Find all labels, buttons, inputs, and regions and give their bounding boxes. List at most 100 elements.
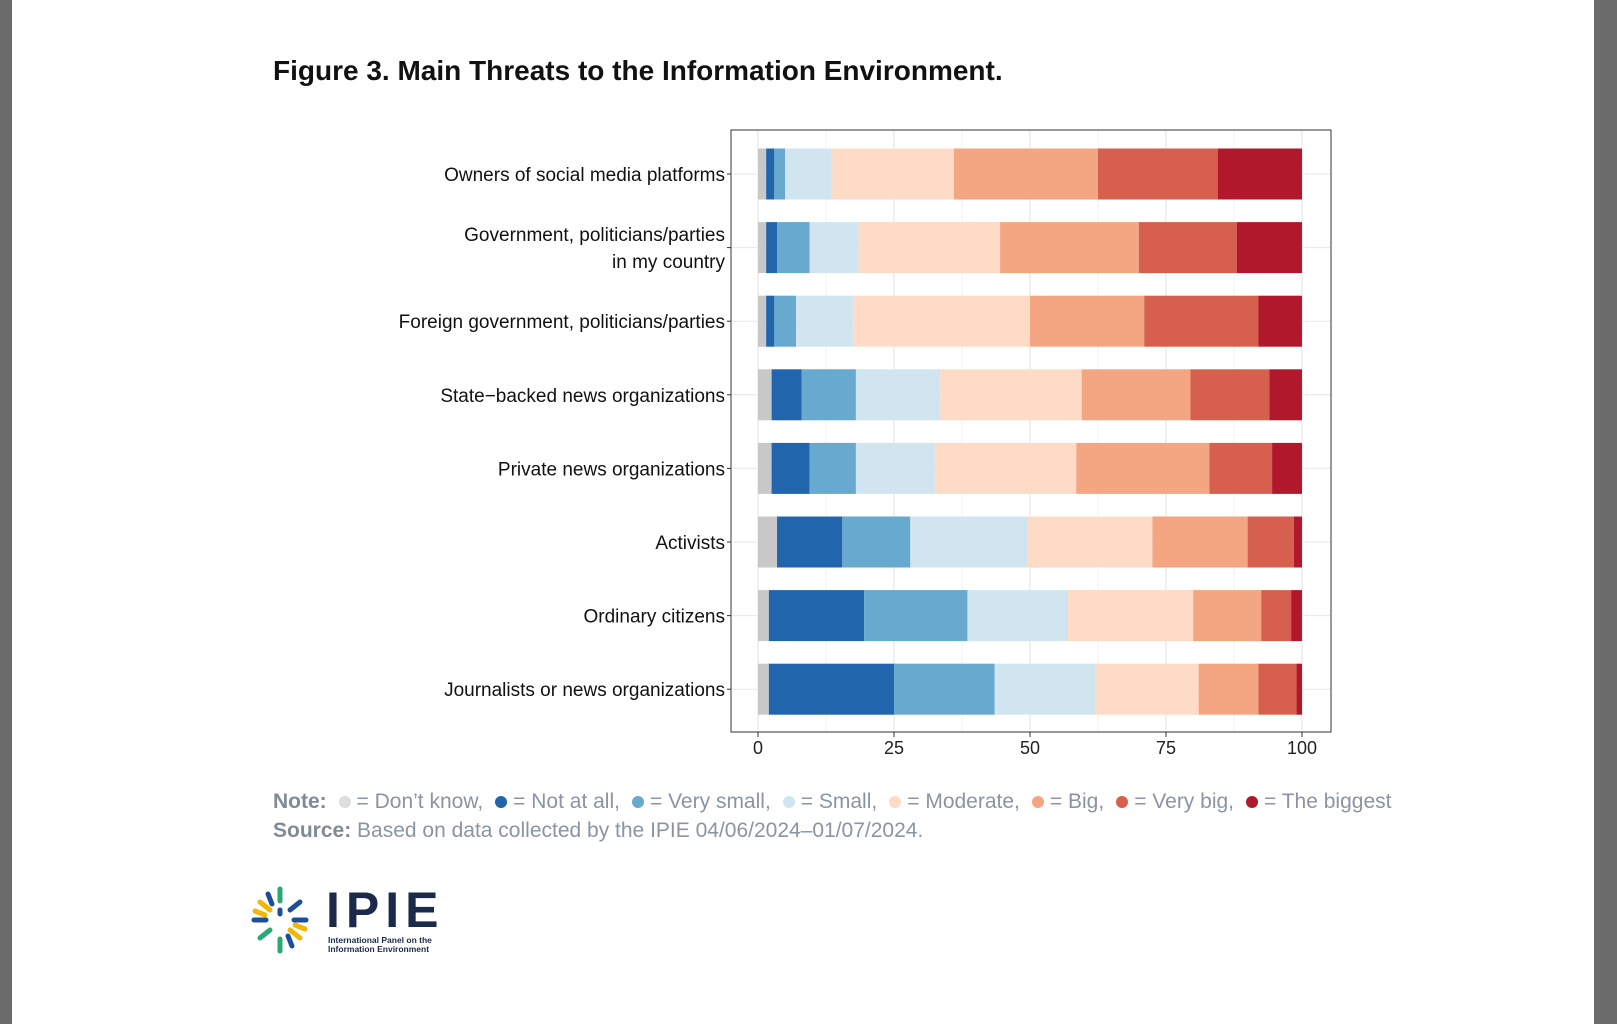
category-label: Activists [655, 533, 725, 554]
bar-segment [809, 222, 859, 274]
bar-segment [894, 663, 995, 715]
legend-dot-icon [338, 795, 351, 808]
legend-text: = Very big, [1134, 790, 1234, 813]
x-tick-label: 0 [753, 738, 763, 758]
logo-subtitle: International Panel on the Information E… [328, 935, 432, 954]
bar-segment [853, 295, 1030, 347]
bar-segment [1258, 663, 1297, 715]
bar-segment [758, 369, 772, 421]
category-label: in my country [612, 252, 725, 273]
bar-segment [771, 442, 810, 494]
legend-dot-icon [782, 795, 795, 808]
bar-segment [1027, 516, 1153, 568]
legend-items: = Don’t know, = Not at all, = Very small, =… [333, 790, 1398, 813]
bar-segment [1217, 148, 1302, 200]
bar-segment [1272, 442, 1302, 494]
figure-title: Figure 3. Main Threats to the Informatio… [273, 55, 1003, 86]
viewer-gutter [1594, 0, 1617, 1024]
bar-segment [796, 295, 854, 347]
x-axis-ticks: 0 25 50 75 100 [753, 732, 1317, 758]
bar-segment [831, 148, 954, 200]
bar-segment [855, 369, 941, 421]
legend-text: = The biggest [1264, 790, 1392, 813]
bar-segment [940, 369, 1082, 421]
x-tick-label: 50 [1020, 738, 1040, 758]
category-label: State−backed news organizations [440, 386, 725, 407]
bars [758, 148, 1302, 715]
bar-segment [1068, 590, 1194, 642]
gridlines [731, 130, 1331, 732]
bar-segment [1190, 369, 1270, 421]
category-label: Ordinary citizens [584, 607, 726, 628]
legend-item: = Not at all, [489, 790, 620, 813]
bar-segment [774, 295, 797, 347]
bar-segment [758, 222, 767, 274]
category-labels: Owners of social media platforms Governme… [399, 165, 731, 701]
plot-border [730, 129, 1332, 733]
source-line: Source: Based on data collected by the I… [273, 819, 923, 843]
source-text: Based on data collected by the IPIE 04/0… [357, 819, 924, 842]
legend-item: = The biggest [1240, 790, 1391, 813]
plot-background [731, 130, 1331, 732]
bar-segment [801, 369, 856, 421]
legend-dot-icon [1031, 795, 1044, 808]
bar-segment [777, 516, 843, 568]
bar-segment [910, 516, 1028, 568]
legend-text: = Don’t know, [356, 790, 484, 813]
legend-dot-icon [631, 795, 644, 808]
logo-wordmark: IPIE [326, 882, 445, 938]
bar-segment [1095, 663, 1199, 715]
bar-segment [758, 590, 769, 642]
legend-item: = Very small, [626, 790, 771, 813]
legend-text: = Small, [800, 790, 878, 813]
legend-dot-icon [1246, 795, 1258, 808]
bar-segment [758, 148, 767, 200]
category-label: Government, politicians/parties [464, 225, 725, 246]
note-label: Note: [273, 790, 327, 813]
legend-dot-icon [1116, 795, 1129, 808]
bar-segment [864, 590, 968, 642]
bar-segment [785, 148, 832, 200]
legend-text: = Big, [1049, 790, 1105, 813]
legend-item: = Don’t know, [333, 790, 484, 813]
legend-item: = Very big, [1110, 790, 1234, 813]
bar-segment [934, 442, 1077, 494]
legend-dot-icon [889, 795, 902, 808]
bar-segment [967, 590, 1069, 642]
legend-item: = Big, [1026, 790, 1104, 813]
bar-segment [1030, 295, 1145, 347]
bar-segment [771, 369, 802, 421]
bar-segment [953, 148, 1098, 200]
bar-segment [1269, 369, 1302, 421]
bar-segment [855, 442, 935, 494]
legend-text: = Moderate, [907, 790, 1020, 813]
bar-segment [777, 222, 810, 274]
source-label: Source: [273, 819, 352, 842]
bar-segment [1081, 369, 1191, 421]
bar-segment [1193, 590, 1262, 642]
bar-segment [994, 663, 1096, 715]
bar-segment [1291, 590, 1302, 642]
note-legend: Note: = Don’t know, = Not at all, = Very s… [273, 790, 1397, 814]
bar-segment [758, 442, 772, 494]
bar-segment [1076, 442, 1210, 494]
bar-segment [858, 222, 1001, 274]
legend-text: = Very small, [649, 790, 771, 813]
bar-segment [766, 148, 775, 200]
bar-segment [1144, 295, 1259, 347]
bar-segment [758, 516, 778, 568]
bar-segment [1000, 222, 1139, 274]
bar-segment [1138, 222, 1237, 274]
bar-segment [1261, 590, 1292, 642]
x-tick-label: 100 [1287, 738, 1317, 758]
bar-segment [842, 516, 911, 568]
legend-text: = Not at all, [513, 790, 620, 813]
bar-segment [774, 148, 786, 200]
bar-segment [1247, 516, 1294, 568]
x-tick-label: 75 [1156, 738, 1176, 758]
legend-dot-icon [495, 795, 508, 808]
category-label: Journalists or news organizations [444, 680, 725, 701]
legend-item: = Small, [777, 790, 877, 813]
bar-segment [1258, 295, 1302, 347]
